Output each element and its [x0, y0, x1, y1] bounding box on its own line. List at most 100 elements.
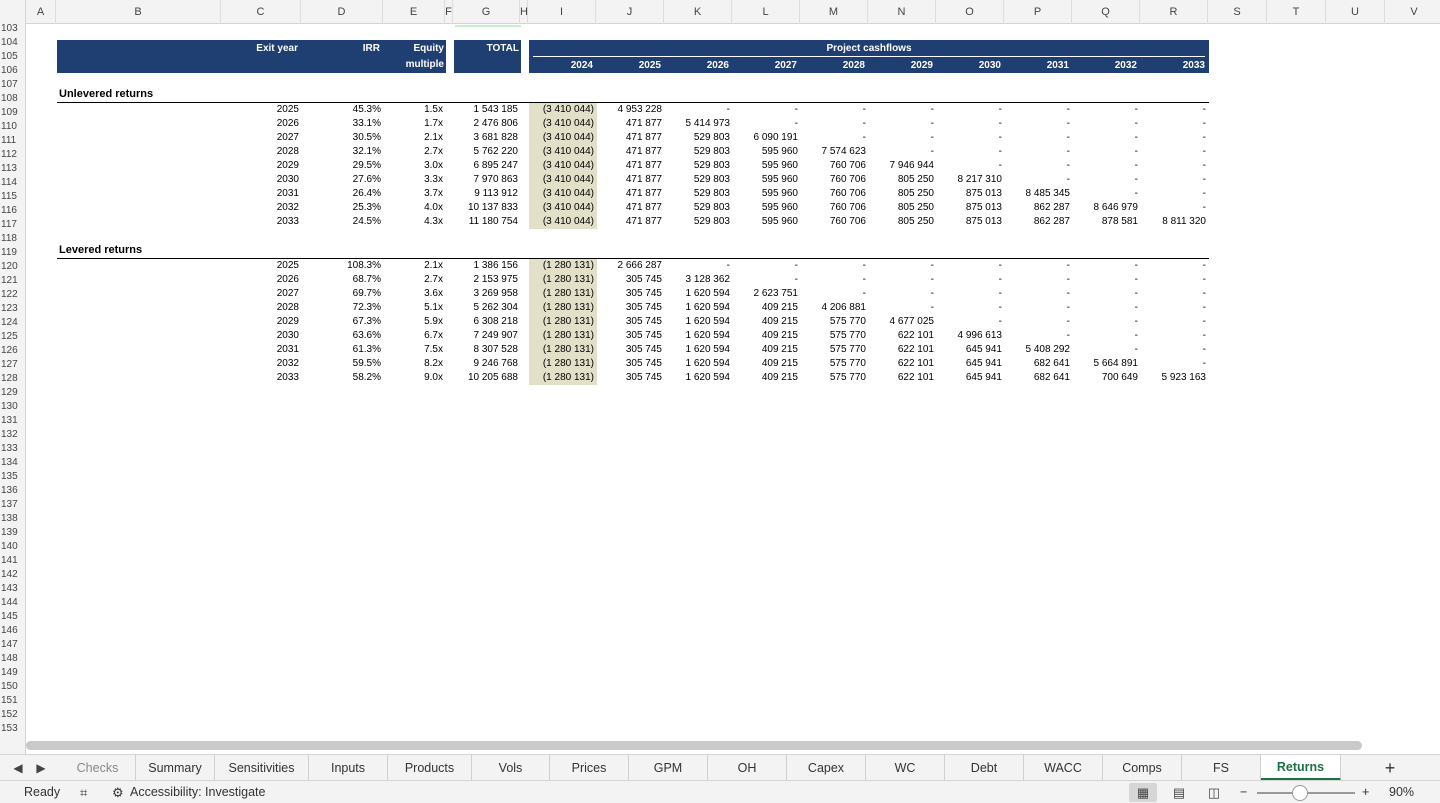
- column-header-n[interactable]: N: [868, 0, 936, 24]
- cashflow-cell[interactable]: 2 666 287: [617, 260, 663, 271]
- cashflow-cell[interactable]: -: [998, 118, 1002, 129]
- row-header[interactable]: 143: [1, 583, 18, 594]
- normal-view-icon[interactable]: ▦: [1129, 783, 1157, 802]
- cashflow-cell[interactable]: (3 410 044): [542, 146, 594, 157]
- row-header[interactable]: 139: [1, 527, 18, 538]
- tab-capex[interactable]: Capex: [787, 755, 866, 781]
- cashflow-cell[interactable]: 760 706: [829, 188, 866, 199]
- column-header-v[interactable]: V: [1385, 0, 1440, 24]
- cashflow-cell[interactable]: 3 128 362: [685, 274, 731, 285]
- cashflow-cell[interactable]: -: [1202, 330, 1206, 341]
- cashflow-cell[interactable]: -: [1066, 288, 1070, 299]
- column-header-c[interactable]: C: [221, 0, 301, 24]
- total-cell[interactable]: 9 246 768: [473, 358, 519, 369]
- cashflow-cell[interactable]: 575 770: [829, 344, 866, 355]
- cashflow-cell[interactable]: 682 641: [1033, 372, 1070, 383]
- row-header[interactable]: 104: [1, 37, 18, 48]
- tab-sensitivities[interactable]: Sensitivities: [215, 755, 309, 781]
- cashflow-cell[interactable]: 8 646 979: [1093, 202, 1139, 213]
- cashflow-cell[interactable]: -: [1134, 288, 1138, 299]
- cashflow-cell[interactable]: (3 410 044): [542, 104, 594, 115]
- cashflow-cell[interactable]: (1 280 131): [542, 316, 594, 327]
- row-header[interactable]: 150: [1, 681, 18, 692]
- multiple-cell[interactable]: 4.3x: [424, 216, 443, 227]
- cashflow-cell[interactable]: 409 215: [761, 330, 798, 341]
- multiple-cell[interactable]: 3.0x: [424, 160, 443, 171]
- cashflow-cell[interactable]: 409 215: [761, 344, 798, 355]
- worksheet-grid[interactable]: Exit year IRR Equity multiple TOTAL Proj…: [27, 25, 1440, 740]
- cashflow-cell[interactable]: 760 706: [829, 202, 866, 213]
- multiple-cell[interactable]: 5.1x: [424, 302, 443, 313]
- cashflow-cell[interactable]: -: [1066, 274, 1070, 285]
- row-header[interactable]: 110: [1, 121, 17, 132]
- cashflow-cell[interactable]: 622 101: [897, 344, 934, 355]
- irr-cell[interactable]: 59.5%: [352, 358, 381, 369]
- tab-prices[interactable]: Prices: [550, 755, 629, 781]
- cashflow-cell[interactable]: -: [862, 104, 866, 115]
- cashflow-cell[interactable]: 875 013: [965, 188, 1002, 199]
- cashflow-cell[interactable]: 645 941: [965, 372, 1002, 383]
- cashflow-cell[interactable]: -: [1202, 274, 1206, 285]
- column-header-s[interactable]: S: [1208, 0, 1267, 24]
- row-header[interactable]: 149: [1, 667, 18, 678]
- cashflow-cell[interactable]: 760 706: [829, 174, 866, 185]
- exit-year-cell[interactable]: 2027: [276, 288, 299, 299]
- exit-year-cell[interactable]: 2029: [276, 160, 299, 171]
- exit-year-cell[interactable]: 2028: [276, 146, 299, 157]
- cashflow-cell[interactable]: 4 996 613: [957, 330, 1003, 341]
- row-header[interactable]: 129: [1, 387, 18, 398]
- exit-year-cell[interactable]: 2031: [276, 188, 299, 199]
- row-header[interactable]: 134: [1, 457, 18, 468]
- zoom-in-icon[interactable]: +: [1362, 785, 1370, 799]
- column-header-l[interactable]: L: [732, 0, 800, 24]
- cashflow-cell[interactable]: -: [1066, 160, 1070, 171]
- cashflow-cell[interactable]: 760 706: [829, 216, 866, 227]
- cashflow-cell[interactable]: 622 101: [897, 358, 934, 369]
- irr-cell[interactable]: 33.1%: [352, 118, 381, 129]
- cashflow-cell[interactable]: 575 770: [829, 372, 866, 383]
- tab-vols[interactable]: Vols: [472, 755, 550, 781]
- multiple-cell[interactable]: 3.7x: [424, 188, 443, 199]
- column-header-g[interactable]: G: [453, 0, 520, 24]
- cashflow-cell[interactable]: 878 581: [1101, 216, 1138, 227]
- cashflow-cell[interactable]: 5 408 292: [1025, 344, 1071, 355]
- cashflow-cell[interactable]: (3 410 044): [542, 160, 594, 171]
- cashflow-cell[interactable]: 4 206 881: [821, 302, 867, 313]
- row-header[interactable]: 126: [1, 345, 18, 356]
- cashflow-cell[interactable]: -: [1202, 188, 1206, 199]
- cashflow-cell[interactable]: -: [998, 260, 1002, 271]
- row-header[interactable]: 109: [1, 107, 18, 118]
- row-header[interactable]: 107: [1, 79, 18, 90]
- row-header[interactable]: 108: [1, 93, 18, 104]
- row-header[interactable]: 136: [1, 485, 18, 496]
- cashflow-cell[interactable]: 595 960: [761, 188, 798, 199]
- cashflow-cell[interactable]: -: [998, 160, 1002, 171]
- multiple-cell[interactable]: 3.6x: [424, 288, 443, 299]
- column-header-b[interactable]: B: [56, 0, 221, 24]
- column-header-i[interactable]: I: [528, 0, 596, 24]
- cashflow-cell[interactable]: -: [1202, 174, 1206, 185]
- row-header[interactable]: 130: [1, 401, 18, 412]
- tab-comps[interactable]: Comps: [1103, 755, 1182, 781]
- exit-year-cell[interactable]: 2026: [276, 118, 299, 129]
- irr-cell[interactable]: 108.3%: [347, 260, 381, 271]
- cashflow-cell[interactable]: 575 770: [829, 330, 866, 341]
- row-header[interactable]: 111: [1, 135, 17, 146]
- cashflow-cell[interactable]: (3 410 044): [542, 118, 594, 129]
- irr-cell[interactable]: 27.6%: [352, 174, 381, 185]
- column-header-q[interactable]: Q: [1072, 0, 1140, 24]
- row-header[interactable]: 106: [1, 65, 18, 76]
- multiple-cell[interactable]: 9.0x: [424, 372, 443, 383]
- exit-year-cell[interactable]: 2025: [276, 260, 299, 271]
- column-header-a[interactable]: A: [26, 0, 56, 24]
- exit-year-cell[interactable]: 2027: [276, 132, 299, 143]
- irr-cell[interactable]: 25.3%: [352, 202, 381, 213]
- cashflow-cell[interactable]: -: [1066, 174, 1070, 185]
- cashflow-cell[interactable]: 1 620 594: [685, 316, 731, 327]
- cashflow-cell[interactable]: 1 620 594: [685, 288, 731, 299]
- exit-year-cell[interactable]: 2030: [276, 330, 299, 341]
- cashflow-cell[interactable]: 8 485 345: [1025, 188, 1071, 199]
- cashflow-cell[interactable]: -: [1202, 132, 1206, 143]
- cashflow-cell[interactable]: -: [794, 104, 798, 115]
- cashflow-cell[interactable]: 305 745: [625, 274, 662, 285]
